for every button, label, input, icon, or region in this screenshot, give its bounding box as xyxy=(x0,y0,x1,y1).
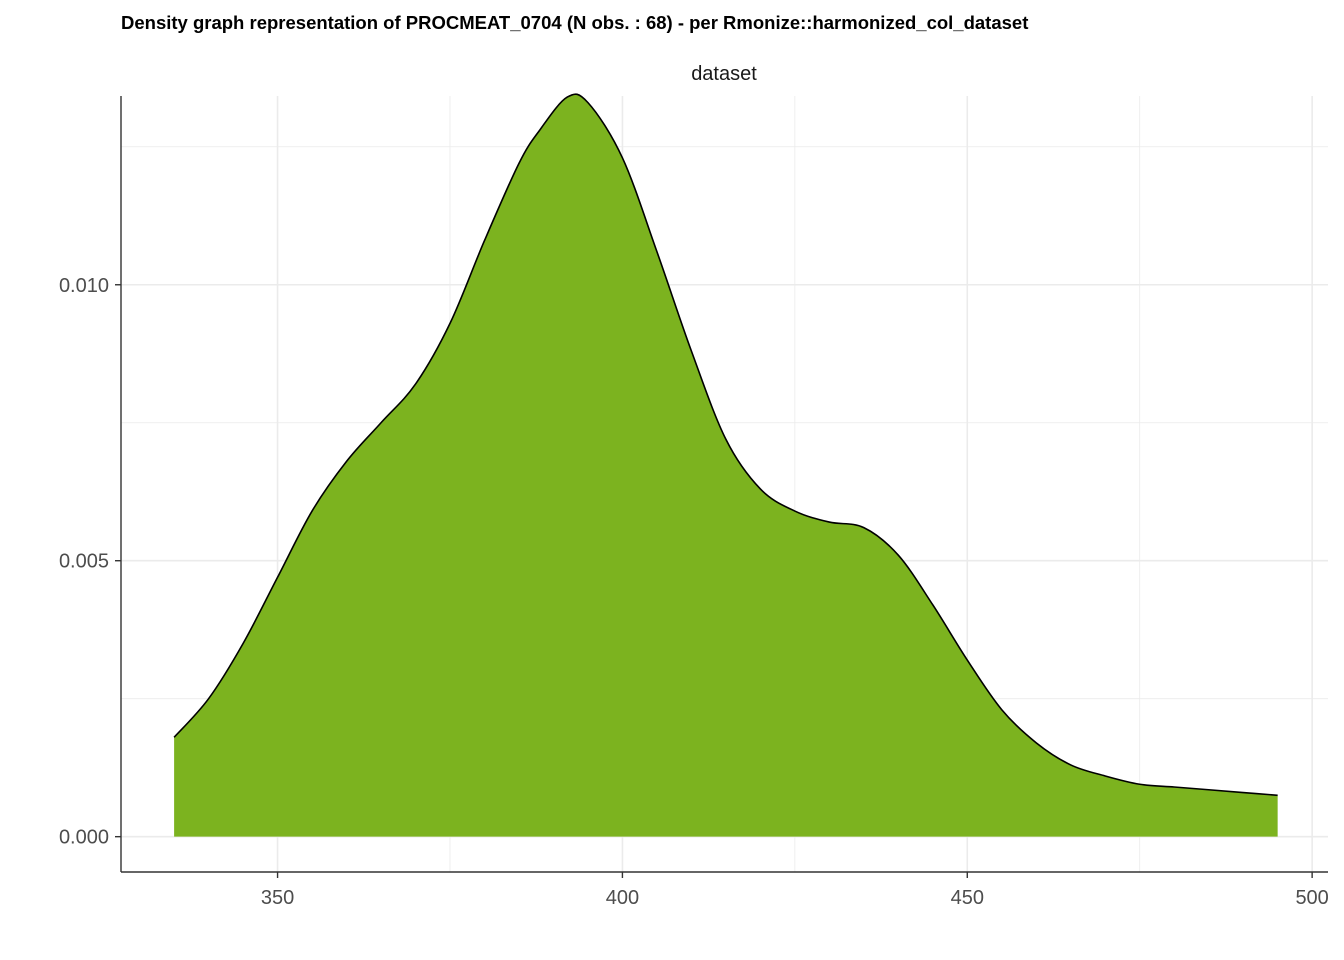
x-tick-label: 400 xyxy=(606,887,639,909)
density-line xyxy=(173,93,1278,797)
x-tick-label: 500 xyxy=(1295,887,1328,909)
density-area xyxy=(174,94,1278,837)
x-tick-label: 450 xyxy=(951,887,984,909)
facet-label: dataset xyxy=(691,63,757,85)
y-tick-label: 0.000 xyxy=(59,827,109,849)
y-tick-label: 0.010 xyxy=(59,275,109,297)
y-tick-label: 0.005 xyxy=(59,551,109,573)
chart-title: Density graph representation of PROCMEAT… xyxy=(121,12,1029,33)
axis-layer: 0.000 0.005 0.010 350 400 450 500 xyxy=(59,96,1329,909)
x-tick-label: 350 xyxy=(261,887,294,909)
